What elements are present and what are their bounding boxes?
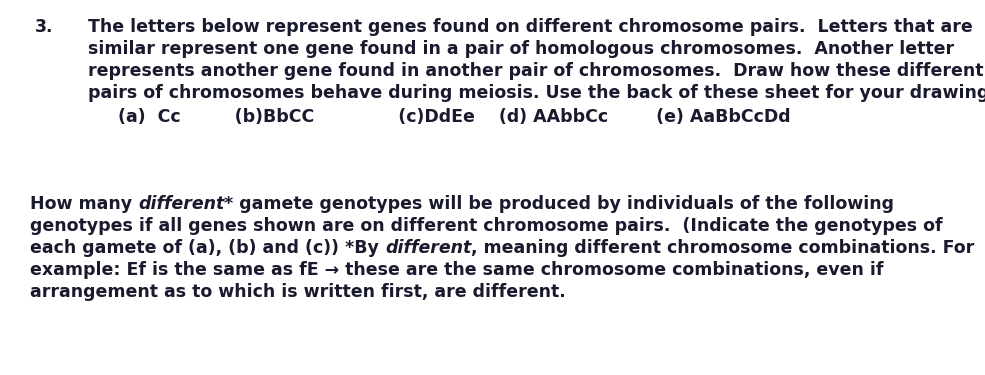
Text: , meaning different chromosome combinations. For: , meaning different chromosome combinati…: [471, 239, 974, 257]
Text: each gamete of (a), (b) and (c)) *By: each gamete of (a), (b) and (c)) *By: [30, 239, 385, 257]
Text: different: different: [385, 239, 471, 257]
Text: * gamete genotypes will be produced by individuals of the following: * gamete genotypes will be produced by i…: [225, 195, 894, 213]
Text: pairs of chromosomes behave during meiosis. Use the back of these sheet for your: pairs of chromosomes behave during meios…: [88, 84, 985, 102]
Text: similar represent one gene found in a pair of homologous chromosomes.  Another l: similar represent one gene found in a pa…: [88, 40, 954, 58]
Text: genotypes if all genes shown are on different chromosome pairs.  (Indicate the g: genotypes if all genes shown are on diff…: [30, 217, 943, 235]
Text: The letters below represent genes found on different chromosome pairs.  Letters : The letters below represent genes found …: [88, 18, 973, 36]
Text: example: Ef is the same as fE → these are the same chromosome combinations, even: example: Ef is the same as fE → these ar…: [30, 261, 884, 279]
Text: arrangement as to which is written first, are different.: arrangement as to which is written first…: [30, 283, 565, 301]
Text: How many: How many: [30, 195, 138, 213]
Text: 3.: 3.: [35, 18, 53, 36]
Text: represents another gene found in another pair of chromosomes.  Draw how these di: represents another gene found in another…: [88, 62, 983, 80]
Text: (a)  Cc         (b)BbCC              (c)DdEe    (d) AAbbCc        (e) AaBbCcDd: (a) Cc (b)BbCC (c)DdEe (d) AAbbCc (e) Aa…: [118, 108, 791, 126]
Text: different: different: [138, 195, 225, 213]
